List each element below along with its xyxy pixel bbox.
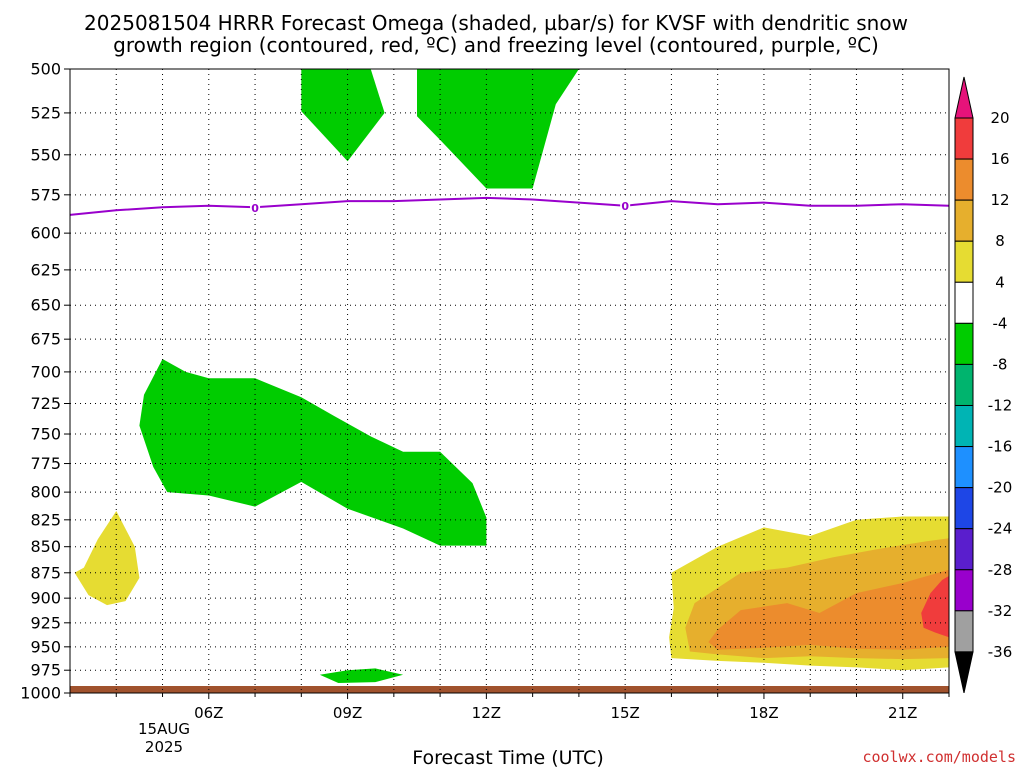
y-tick-label-900: 900	[30, 589, 61, 608]
colorbar: 20 16 12 8 4 -4 -8 -12 -16 -20 -24 -28 -32 -36	[954, 76, 1013, 694]
freezing-level-label: 0	[621, 200, 629, 213]
colorbar-label: -16	[988, 438, 1013, 456]
omega-shading	[74, 69, 949, 683]
x-date-label-day: 15AUG	[138, 720, 190, 738]
colorbar-label: 12	[990, 191, 1009, 209]
colorbar-bin-8	[954, 404, 974, 448]
colorbar-bottom-arrow	[954, 651, 974, 694]
y-tick-label-525: 525	[30, 103, 61, 122]
y-tick-label-850: 850	[30, 537, 61, 556]
x-tick-label-09Z: 09Z	[333, 704, 362, 722]
y-tick-label-675: 675	[30, 330, 61, 349]
freezing-level-line	[69, 196, 950, 216]
colorbar-bin-3	[954, 199, 974, 242]
colorbar-label: -20	[988, 479, 1013, 497]
colorbar-label: -8	[993, 355, 1008, 373]
x-axis: 06Z 09Z 12Z 15Z 18Z 21Z	[69, 693, 950, 722]
omega-region-yellow-4	[74, 511, 140, 606]
y-tick-label-800: 800	[30, 483, 61, 502]
y-tick-label-925: 925	[30, 613, 61, 632]
y-axis: 500 525 550 575 600 625 650 675 700 725 750 775 800 8…	[20, 60, 70, 703]
colorbar-label: 16	[990, 150, 1009, 168]
colorbar-bin-11	[954, 528, 974, 571]
colorbar-label: -32	[988, 602, 1013, 620]
colorbar-bin-12	[954, 569, 974, 612]
y-tick-label-600: 600	[30, 224, 61, 243]
omega-region-green-3	[319, 668, 404, 683]
grid-lines	[69, 69, 950, 693]
x-tick-label-15Z: 15Z	[610, 704, 639, 722]
ground-strip	[70, 686, 949, 693]
omega-region-orange-7	[708, 569, 949, 650]
colorbar-bin-10	[954, 487, 974, 530]
credit-link[interactable]: coolwx.com/models	[862, 748, 1016, 766]
colorbar-bin-9	[954, 446, 974, 489]
x-tick-label-18Z: 18Z	[749, 704, 778, 722]
colorbar-label: -36	[988, 643, 1013, 661]
y-tick-label-500: 500	[30, 60, 61, 79]
plot-border	[69, 68, 950, 694]
colorbar-bin-1	[954, 117, 974, 160]
x-date-label-year: 2025	[145, 738, 183, 756]
freezing-label-bg	[620, 198, 631, 212]
colorbar-label: -28	[988, 561, 1013, 579]
x-tick-label-12Z: 12Z	[472, 704, 501, 722]
y-tick-label-975: 975	[30, 661, 61, 680]
omega-region-green-0	[301, 69, 385, 162]
chart-title-line-1: 2025081504 HRRR Forecast Omega (shaded, …	[84, 11, 908, 35]
colorbar-bin-7	[954, 363, 974, 406]
y-tick-label-650: 650	[30, 296, 61, 315]
colorbar-top-arrow	[954, 76, 974, 119]
omega-region-red-8	[921, 575, 949, 638]
y-tick-label-950: 950	[30, 637, 61, 656]
colorbar-bin-13	[954, 610, 974, 653]
y-tick-label-775: 775	[30, 454, 61, 473]
y-tick-label-625: 625	[30, 260, 61, 279]
colorbar-label: -24	[988, 520, 1013, 538]
colorbar-bin-2	[954, 158, 974, 201]
omega-region-green-1	[417, 69, 579, 189]
freezing-label-bg	[250, 200, 261, 214]
y-tick-label-1000: 1000	[20, 684, 61, 703]
y-tick-label-875: 875	[30, 563, 61, 582]
y-tick-label-825: 825	[30, 510, 61, 529]
colorbar-label: 20	[990, 109, 1009, 127]
y-tick-label-575: 575	[30, 185, 61, 204]
colorbar-bin-6	[954, 322, 974, 365]
colorbar-label: 8	[995, 232, 1005, 250]
colorbar-label: 4	[995, 273, 1005, 291]
freezing-level-label: 0	[251, 202, 259, 215]
x-tick-label-06Z: 06Z	[194, 704, 223, 722]
colorbar-label: -4	[993, 314, 1008, 332]
y-tick-label-700: 700	[30, 362, 61, 381]
omega-region-green-2	[139, 359, 487, 546]
y-tick-label-550: 550	[30, 145, 61, 164]
colorbar-bin-5	[954, 281, 974, 324]
x-axis-title: Forecast Time (UTC)	[412, 747, 603, 768]
chart-title-line-2: growth region (contoured, red, ºC) and f…	[113, 33, 879, 57]
colorbar-label: -12	[988, 396, 1013, 414]
x-tick-label-21Z: 21Z	[888, 704, 917, 722]
y-tick-label-750: 750	[30, 425, 61, 444]
colorbar-bin-4	[954, 240, 974, 283]
y-tick-label-725: 725	[30, 394, 61, 413]
